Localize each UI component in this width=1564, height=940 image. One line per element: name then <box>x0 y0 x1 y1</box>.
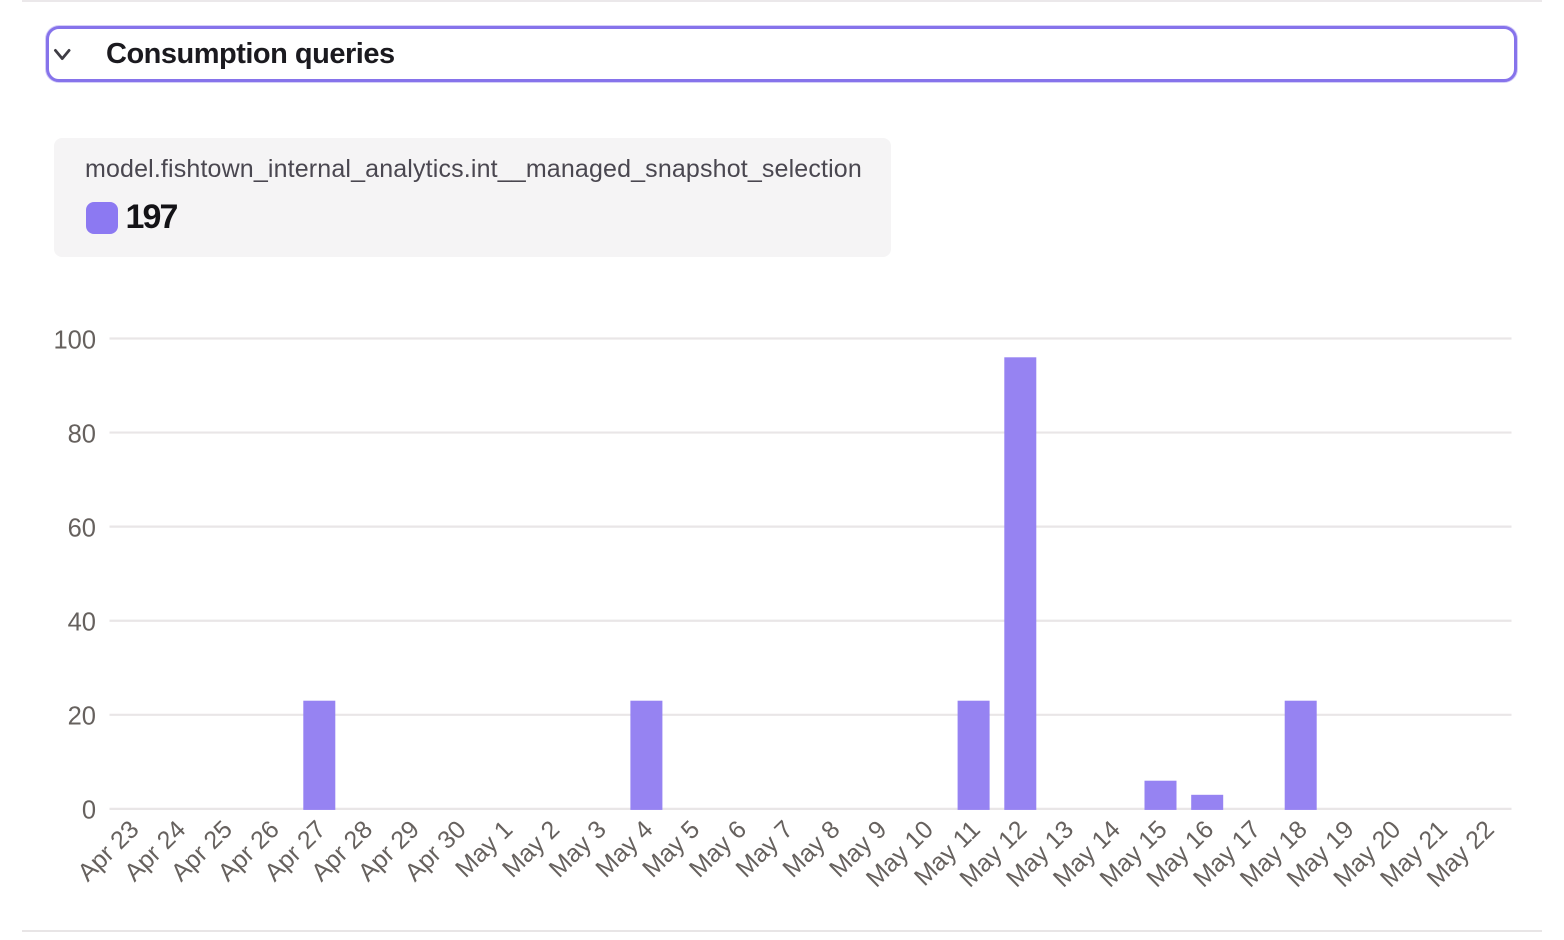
svg-text:0: 0 <box>82 797 96 825</box>
svg-text:20: 20 <box>68 703 96 731</box>
svg-text:60: 60 <box>68 515 96 543</box>
svg-text:80: 80 <box>68 420 96 448</box>
svg-text:40: 40 <box>68 609 96 637</box>
svg-text:100: 100 <box>53 326 96 354</box>
